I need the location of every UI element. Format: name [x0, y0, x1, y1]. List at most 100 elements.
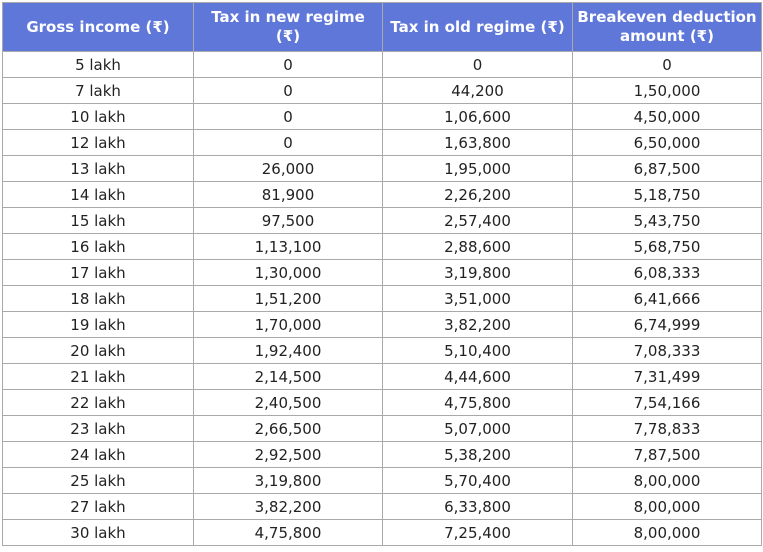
table-cell: 0 [193, 77, 383, 104]
table-body: 5 lakh 0 0 0 7 lakh 0 44,200 1,50,000 10 lakh 0 1,… [2, 51, 762, 546]
table-row: 25 lakh 3,19,800 5,70,400 8,00,000 [2, 467, 762, 494]
table-cell: 27 lakh [2, 493, 194, 520]
table-row: 10 lakh 0 1,06,600 4,50,000 [2, 103, 762, 130]
table-cell: 0 [193, 129, 383, 156]
table-cell: 3,51,000 [382, 285, 573, 312]
table-cell: 7,25,400 [382, 519, 573, 546]
table-cell: 16 lakh [2, 233, 194, 260]
table-cell: 4,75,800 [382, 389, 573, 416]
table-cell: 7,78,833 [572, 415, 762, 442]
table-cell: 44,200 [382, 77, 573, 104]
table-cell: 4,44,600 [382, 363, 573, 390]
header-cell: Tax in old regime (₹) [382, 2, 573, 52]
table-cell: 22 lakh [2, 389, 194, 416]
table-cell: 6,41,666 [572, 285, 762, 312]
table-cell: 7,87,500 [572, 441, 762, 468]
table-cell: 24 lakh [2, 441, 194, 468]
table-cell: 19 lakh [2, 311, 194, 338]
table-row: 17 lakh 1,30,000 3,19,800 6,08,333 [2, 259, 762, 286]
table-cell: 8,00,000 [572, 493, 762, 520]
table-cell: 1,95,000 [382, 155, 573, 182]
table-cell: 1,51,200 [193, 285, 383, 312]
table-cell: 1,13,100 [193, 233, 383, 260]
table-cell: 6,87,500 [572, 155, 762, 182]
table-cell: 14 lakh [2, 181, 194, 208]
table-cell: 5,07,000 [382, 415, 573, 442]
table-cell: 1,92,400 [193, 337, 383, 364]
table-row: 20 lakh 1,92,400 5,10,400 7,08,333 [2, 337, 762, 364]
header-cell: Breakeven deduction amount (₹) [572, 2, 762, 52]
table-cell: 12 lakh [2, 129, 194, 156]
table-cell: 2,40,500 [193, 389, 383, 416]
table-cell: 2,66,500 [193, 415, 383, 442]
table-cell: 3,82,200 [193, 493, 383, 520]
table-row: 19 lakh 1,70,000 3,82,200 6,74,999 [2, 311, 762, 338]
table-cell: 2,26,200 [382, 181, 573, 208]
table-cell: 23 lakh [2, 415, 194, 442]
table-cell: 6,08,333 [572, 259, 762, 286]
table-cell: 0 [193, 103, 383, 130]
table-cell: 6,74,999 [572, 311, 762, 338]
table-cell: 4,75,800 [193, 519, 383, 546]
table-cell: 0 [382, 51, 573, 78]
table-cell: 7,54,166 [572, 389, 762, 416]
table-cell: 17 lakh [2, 259, 194, 286]
table-row: 22 lakh 2,40,500 4,75,800 7,54,166 [2, 389, 762, 416]
table-row: 5 lakh 0 0 0 [2, 51, 762, 78]
table-cell: 5,70,400 [382, 467, 573, 494]
table-cell: 5 lakh [2, 51, 194, 78]
table-cell: 1,63,800 [382, 129, 573, 156]
table-row: 13 lakh 26,000 1,95,000 6,87,500 [2, 155, 762, 182]
table-cell: 5,68,750 [572, 233, 762, 260]
table-cell: 5,43,750 [572, 207, 762, 234]
table-row: 12 lakh 0 1,63,800 6,50,000 [2, 129, 762, 156]
table-cell: 21 lakh [2, 363, 194, 390]
table-row: 30 lakh 4,75,800 7,25,400 8,00,000 [2, 519, 762, 546]
table-cell: 6,50,000 [572, 129, 762, 156]
table-row: 23 lakh 2,66,500 5,07,000 7,78,833 [2, 415, 762, 442]
table-cell: 5,10,400 [382, 337, 573, 364]
table-cell: 15 lakh [2, 207, 194, 234]
table-row: 18 lakh 1,51,200 3,51,000 6,41,666 [2, 285, 762, 312]
table-row: 21 lakh 2,14,500 4,44,600 7,31,499 [2, 363, 762, 390]
table-cell: 18 lakh [2, 285, 194, 312]
table-row: 14 lakh 81,900 2,26,200 5,18,750 [2, 181, 762, 208]
table-cell: 26,000 [193, 155, 383, 182]
table-cell: 1,50,000 [572, 77, 762, 104]
table-cell: 0 [572, 51, 762, 78]
table-header: Gross income (₹) Tax in new regime (₹) Tax… [2, 2, 762, 52]
table-cell: 6,33,800 [382, 493, 573, 520]
table-cell: 25 lakh [2, 467, 194, 494]
table-cell: 5,18,750 [572, 181, 762, 208]
table-row: 15 lakh 97,500 2,57,400 5,43,750 [2, 207, 762, 234]
table-cell: 5,38,200 [382, 441, 573, 468]
header-cell: Gross income (₹) [2, 2, 194, 52]
table-cell: 81,900 [193, 181, 383, 208]
table-cell: 10 lakh [2, 103, 194, 130]
table-cell: 3,82,200 [382, 311, 573, 338]
table-cell: 1,30,000 [193, 259, 383, 286]
table-cell: 2,14,500 [193, 363, 383, 390]
table-cell: 1,70,000 [193, 311, 383, 338]
table-cell: 8,00,000 [572, 519, 762, 546]
table-cell: 7 lakh [2, 77, 194, 104]
table-cell: 3,19,800 [193, 467, 383, 494]
table-cell: 2,92,500 [193, 441, 383, 468]
table-cell: 2,88,600 [382, 233, 573, 260]
table-cell: 20 lakh [2, 337, 194, 364]
table-cell: 1,06,600 [382, 103, 573, 130]
table-cell: 13 lakh [2, 155, 194, 182]
table-row: 16 lakh 1,13,100 2,88,600 5,68,750 [2, 233, 762, 260]
table-cell: 7,31,499 [572, 363, 762, 390]
table-cell: 2,57,400 [382, 207, 573, 234]
table-row: 24 lakh 2,92,500 5,38,200 7,87,500 [2, 441, 762, 468]
table-cell: 97,500 [193, 207, 383, 234]
header-cell: Tax in new regime (₹) [193, 2, 383, 52]
table-cell: 30 lakh [2, 519, 194, 546]
table-row: 7 lakh 0 44,200 1,50,000 [2, 77, 762, 104]
table-cell: 7,08,333 [572, 337, 762, 364]
header-row: Gross income (₹) Tax in new regime (₹) Tax… [2, 2, 762, 52]
table-cell: 8,00,000 [572, 467, 762, 494]
